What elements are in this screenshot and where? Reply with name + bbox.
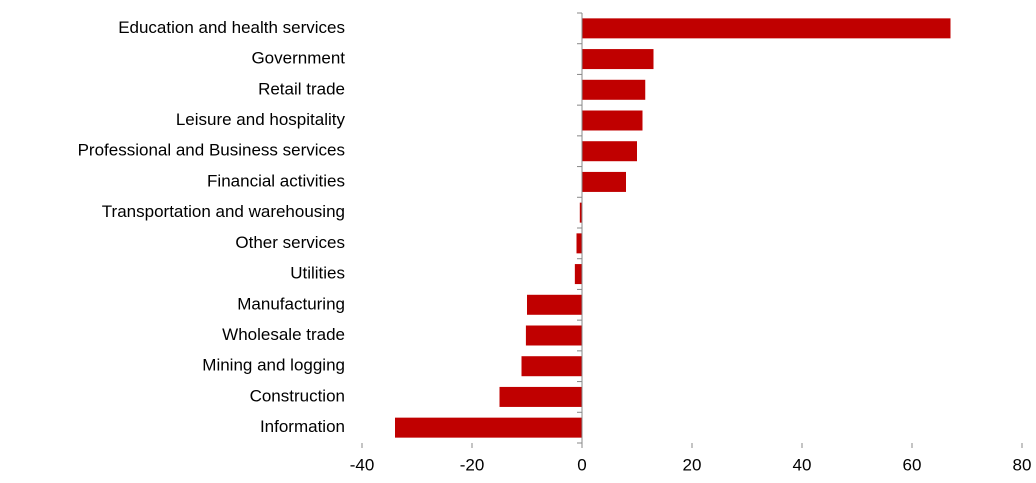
bar bbox=[582, 18, 951, 39]
y-tick-label: Retail trade bbox=[258, 79, 345, 98]
y-tick-label: Leisure and hospitality bbox=[176, 110, 346, 129]
bar bbox=[579, 202, 582, 223]
bar bbox=[576, 233, 582, 254]
bar bbox=[395, 417, 582, 438]
bar bbox=[527, 294, 582, 315]
bar bbox=[582, 141, 637, 162]
y-tick-label: Manufacturing bbox=[237, 294, 345, 313]
y-tick-label: Utilities bbox=[290, 264, 345, 283]
y-tick-label: Wholesale trade bbox=[222, 325, 345, 344]
bar bbox=[521, 356, 582, 377]
bar bbox=[582, 171, 626, 192]
x-tick-label: 80 bbox=[1013, 455, 1032, 474]
y-tick-label: Transportation and warehousing bbox=[102, 202, 345, 221]
y-tick-label: Education and health services bbox=[118, 18, 345, 37]
y-tick-label: Information bbox=[260, 417, 345, 436]
x-tick-label: -40 bbox=[350, 455, 375, 474]
y-tick-label: Mining and logging bbox=[202, 356, 345, 375]
x-tick-label: 60 bbox=[903, 455, 922, 474]
y-tick-label: Government bbox=[251, 49, 345, 68]
y-tick-label: Financial activities bbox=[207, 171, 345, 190]
y-tick-label: Construction bbox=[250, 386, 345, 405]
bar bbox=[582, 79, 646, 100]
bar bbox=[582, 110, 643, 131]
x-tick-label: 40 bbox=[793, 455, 812, 474]
y-tick-label: Other services bbox=[235, 233, 345, 252]
bar bbox=[499, 386, 582, 407]
x-tick-label: 0 bbox=[577, 455, 586, 474]
bar bbox=[574, 264, 582, 285]
y-tick-label: Professional and Business services bbox=[78, 141, 345, 160]
x-tick-label: 20 bbox=[683, 455, 702, 474]
bar bbox=[525, 325, 582, 346]
x-tick-label: -20 bbox=[460, 455, 485, 474]
bar bbox=[582, 49, 654, 70]
